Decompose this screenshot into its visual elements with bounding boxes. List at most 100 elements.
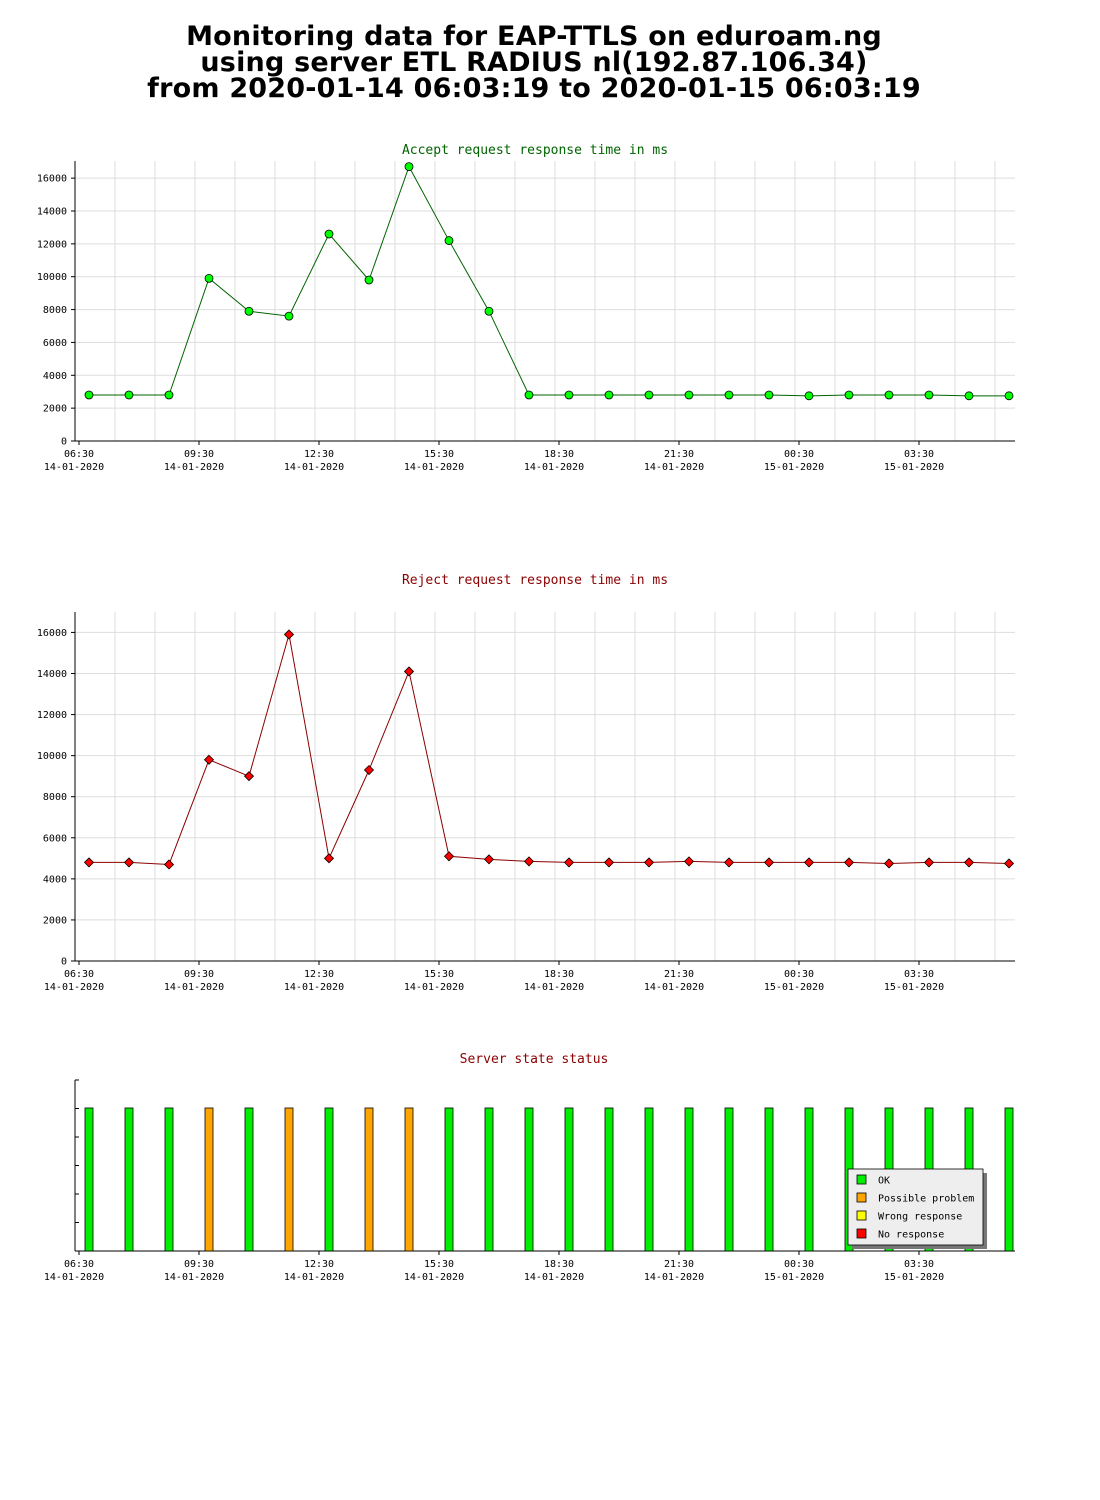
x-tick-label-time: 09:30: [184, 969, 214, 980]
x-tick-label-date: 14-01-2020: [164, 1272, 224, 1283]
status-bar: [644, 1107, 654, 1252]
x-tick-label-time: 15:30: [424, 449, 454, 460]
y-tick-label: 2000: [43, 915, 67, 926]
status-bar: [364, 1107, 374, 1252]
legend-box: [847, 1168, 984, 1246]
series-line: [89, 634, 1010, 866]
page-title-line-2: using server ETL RADIUS nl(192.87.106.34…: [200, 47, 868, 78]
x-tick-label-date: 14-01-2020: [44, 462, 104, 473]
data-point: [884, 390, 894, 400]
data-point: [244, 306, 254, 316]
status-bar: [1004, 1107, 1014, 1252]
data-point: [483, 854, 495, 865]
status-bar: [764, 1107, 774, 1252]
x-tick-label-date: 14-01-2020: [404, 982, 464, 993]
chart-title: Server state status: [460, 1052, 609, 1067]
data-point: [764, 390, 774, 400]
data-point: [83, 857, 95, 868]
x-tick-label-time: 09:30: [184, 449, 214, 460]
x-tick-label-time: 18:30: [544, 969, 574, 980]
status-bar: [324, 1107, 334, 1252]
y-tick-label: 4000: [43, 874, 67, 885]
x-tick-label-time: 06:30: [64, 449, 94, 460]
page-title-line-1: Monitoring data for EAP-TTLS on eduroam.…: [186, 21, 882, 52]
x-tick-label-date: 15-01-2020: [884, 462, 944, 473]
page-title: Monitoring data for EAP-TTLS on eduroam.…: [0, 21, 1068, 104]
data-point: [563, 857, 575, 868]
y-tick-label: 14000: [37, 207, 67, 218]
chart-title: Accept request response time in ms: [402, 143, 668, 158]
data-point: [284, 311, 294, 321]
x-tick-label-time: 03:30: [904, 449, 934, 460]
page-title-line-3: from 2020-01-14 06:03:19 to 2020-01-15 0…: [147, 73, 921, 104]
y-tick-label: 12000: [37, 239, 67, 250]
data-point: [243, 771, 255, 782]
legend-swatch: [856, 1174, 867, 1185]
data-point: [323, 853, 335, 864]
x-tick-label-time: 21:30: [664, 969, 694, 980]
x-tick-label-date: 15-01-2020: [884, 982, 944, 993]
data-point: [1003, 858, 1015, 869]
data-point: [964, 391, 974, 401]
status-bar: [84, 1107, 94, 1252]
data-point: [403, 666, 415, 677]
status-bar: [164, 1107, 174, 1252]
legend-swatch: [856, 1192, 867, 1203]
data-point: [683, 856, 695, 867]
status-bar: [444, 1107, 454, 1252]
status-bar: [724, 1107, 734, 1252]
x-tick-label-time: 00:30: [784, 449, 814, 460]
data-point: [84, 390, 94, 400]
legend-swatch: [856, 1228, 867, 1239]
status-bar: [564, 1107, 574, 1252]
x-tick-label-date: 14-01-2020: [404, 1272, 464, 1283]
x-tick-label-date: 14-01-2020: [524, 462, 584, 473]
x-tick-label-date: 14-01-2020: [284, 1272, 344, 1283]
x-tick-label-date: 15-01-2020: [764, 982, 824, 993]
data-point: [723, 857, 735, 868]
data-point: [923, 857, 935, 868]
x-tick-label-time: 18:30: [544, 449, 574, 460]
x-tick-label-date: 14-01-2020: [404, 462, 464, 473]
x-tick-label-date: 14-01-2020: [164, 462, 224, 473]
reject-response-time-chart: Reject request response time in ms 0 2000 4…: [37, 573, 1015, 993]
x-tick-label-time: 00:30: [784, 1259, 814, 1270]
legend-label: OK: [878, 1176, 890, 1187]
x-tick-label-date: 14-01-2020: [644, 462, 704, 473]
x-tick-label-date: 15-01-2020: [764, 462, 824, 473]
data-point: [644, 390, 654, 400]
x-tick-label-time: 15:30: [424, 969, 454, 980]
y-tick-label: 14000: [37, 669, 67, 680]
data-point: [604, 390, 614, 400]
data-point: [523, 856, 535, 867]
series-line: [89, 165, 1009, 397]
data-point: [123, 857, 135, 868]
legend-label: Possible problem: [878, 1194, 974, 1205]
y-tick-label: 2000: [43, 404, 67, 415]
x-tick-label-date: 14-01-2020: [524, 1272, 584, 1283]
x-tick-label-date: 15-01-2020: [884, 1272, 944, 1283]
x-tick-label-date: 14-01-2020: [644, 982, 704, 993]
y-tick-label: 10000: [37, 751, 67, 762]
x-tick-label-date: 14-01-2020: [524, 982, 584, 993]
data-point: [444, 236, 454, 245]
data-point: [763, 857, 775, 868]
y-tick-label: 6000: [43, 833, 67, 844]
data-point: [963, 857, 975, 868]
x-tick-label-time: 15:30: [424, 1259, 454, 1270]
legend-label: Wrong response: [878, 1212, 962, 1223]
data-point: [484, 306, 494, 316]
chart-legend: OK Possible problem Wrong response No respo…: [847, 1168, 987, 1249]
x-tick-label-date: 14-01-2020: [284, 982, 344, 993]
data-point: [324, 229, 334, 239]
data-point: [803, 857, 815, 868]
x-tick-label-time: 21:30: [664, 1259, 694, 1270]
data-point: [164, 390, 174, 400]
y-tick-label: 6000: [43, 338, 67, 349]
y-tick-label: 16000: [37, 628, 67, 639]
x-tick-label-time: 09:30: [184, 1259, 214, 1270]
chart-title: Reject request response time in ms: [402, 573, 668, 588]
x-tick-label-date: 14-01-2020: [644, 1272, 704, 1283]
data-point: [804, 391, 814, 401]
status-bar: [404, 1107, 414, 1252]
